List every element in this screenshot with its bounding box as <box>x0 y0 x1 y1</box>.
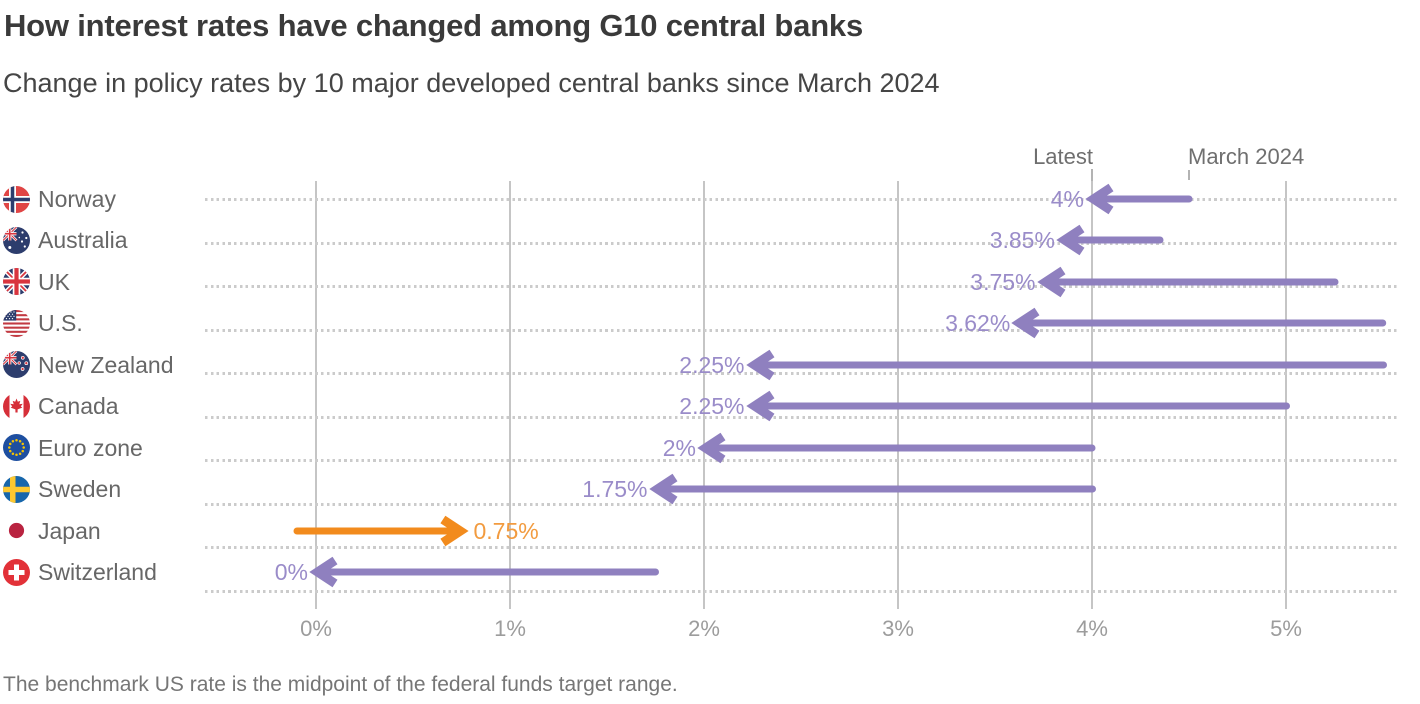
australia-flag-icon <box>3 226 30 254</box>
uk-flag-icon <box>3 268 30 296</box>
row-guide-dotted-line <box>205 459 1398 462</box>
latest-rate-label: 3.75% <box>970 268 1036 295</box>
country-label: Euro zone <box>38 434 143 461</box>
x-axis-tick-label: 3% <box>882 616 914 641</box>
rate-change-arrow <box>308 555 664 589</box>
country-label: Switzerland <box>38 559 157 586</box>
latest-rate-label: 3.62% <box>945 310 1011 337</box>
us-flag-icon <box>3 309 30 337</box>
rate-change-arrow <box>1036 265 1343 299</box>
new-zealand-flag-icon <box>3 351 30 379</box>
latest-rate-label: 2% <box>662 434 696 461</box>
x-gridline <box>509 181 511 609</box>
chart-title: How interest rates have changed among G1… <box>4 8 864 43</box>
row-guide-dotted-line <box>205 546 1398 549</box>
latest-rate-label: 0% <box>274 559 308 586</box>
rate-change-arrow <box>1055 223 1168 257</box>
rate-change-arrow <box>696 431 1100 465</box>
latest-rate-label: 4% <box>1050 186 1084 212</box>
x-gridline <box>1285 181 1287 609</box>
latest-rate-label: 3.85% <box>989 227 1055 254</box>
x-axis-tick-label: 2% <box>688 616 720 641</box>
switzerland-flag-icon <box>3 558 30 586</box>
norway-flag-icon <box>3 185 30 213</box>
rate-change-arrow <box>1010 306 1391 340</box>
canada-flag-icon <box>3 392 30 420</box>
latest-annotation-tick <box>1091 169 1093 182</box>
row-guide-dotted-line <box>205 198 1398 201</box>
latest-column-label: Latest <box>1033 144 1093 169</box>
country-label: Japan <box>38 517 101 544</box>
x-axis-tick-label: 4% <box>1076 616 1108 641</box>
latest-rate-label: 2.25% <box>679 351 745 378</box>
latest-rate-label: 0.75% <box>473 517 539 544</box>
row-guide-dotted-line <box>205 502 1398 506</box>
x-gridline <box>897 181 899 609</box>
country-label: Norway <box>38 186 116 212</box>
row-guide-dotted-line <box>205 328 1398 332</box>
rate-change-arrow <box>745 348 1392 382</box>
x-gridline <box>703 181 705 609</box>
row-guide-dotted-line <box>205 285 1398 288</box>
row-guide-dotted-line <box>205 372 1398 375</box>
country-label: Canada <box>38 393 119 420</box>
japan-flag-icon <box>3 517 30 545</box>
row-guide-dotted-line <box>205 241 1398 245</box>
x-axis-tick-label: 5% <box>1270 616 1302 641</box>
rate-change-arrow <box>289 514 470 548</box>
latest-rate-label: 1.75% <box>582 476 648 503</box>
country-label: New Zealand <box>38 351 174 378</box>
euro-zone-flag-icon <box>3 434 30 462</box>
x-axis-tick-label: 1% <box>494 616 526 641</box>
sweden-flag-icon <box>3 475 30 503</box>
country-label: Sweden <box>38 476 122 503</box>
x-axis-tick-label: 0% <box>300 616 332 641</box>
latest-rate-label: 2.25% <box>679 393 745 420</box>
row-guide-dotted-line <box>205 589 1398 593</box>
rate-change-arrow <box>1084 182 1197 216</box>
country-label: UK <box>38 268 70 295</box>
row-guide-dotted-line <box>205 415 1398 419</box>
march-2024-column-label: March 2024 <box>1188 144 1305 169</box>
country-label: U.S. <box>38 310 83 337</box>
x-gridline <box>315 181 317 609</box>
footnote: The benchmark US rate is the midpoint of… <box>3 673 678 696</box>
rate-change-arrow <box>648 472 1101 506</box>
x-gridline <box>1091 181 1093 609</box>
march-annotation-tick <box>1188 170 1190 180</box>
rate-change-arrow <box>745 389 1295 423</box>
chart-subtitle: Change in policy rates by 10 major devel… <box>3 68 940 98</box>
country-label: Australia <box>38 227 128 254</box>
